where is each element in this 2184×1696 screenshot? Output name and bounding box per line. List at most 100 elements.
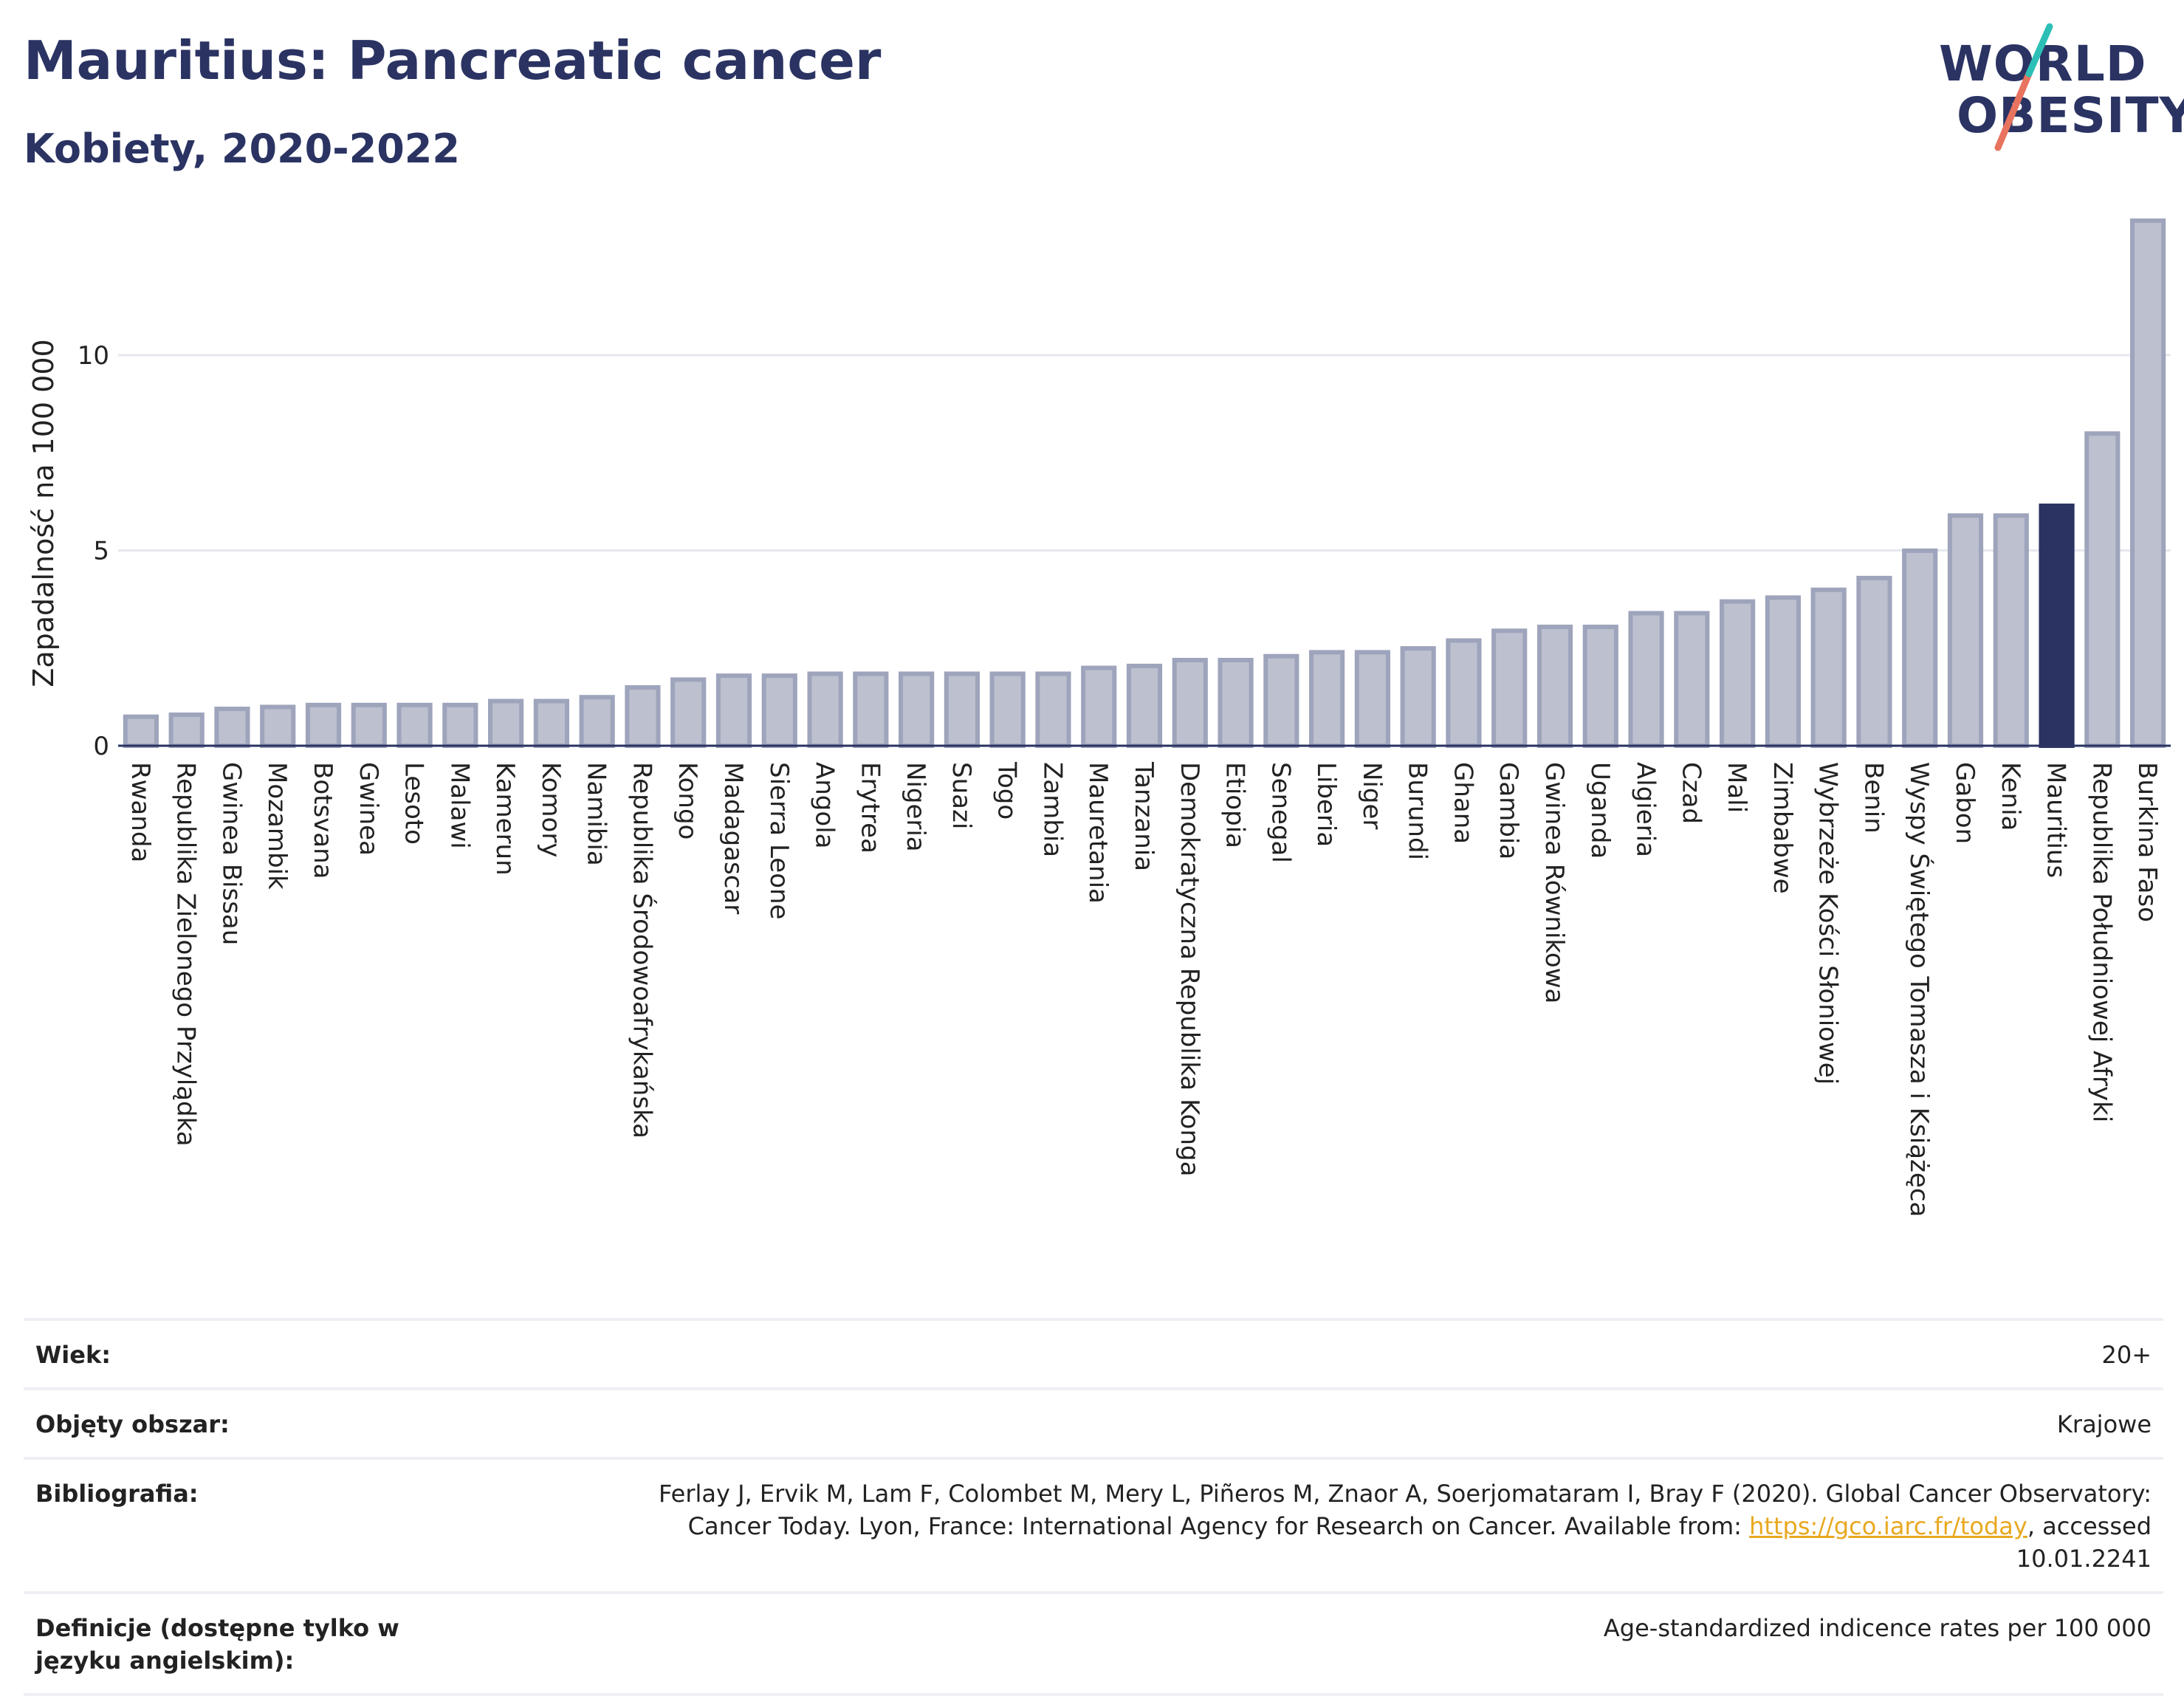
- x-tick-label: Republika Południowej Afryki: [2087, 762, 2116, 1122]
- info-value-age: 20+: [2101, 1341, 2152, 1369]
- x-tick-label: Czad: [1676, 762, 1706, 824]
- bar-rwanda[interactable]: [123, 714, 159, 748]
- bar-suazi[interactable]: [944, 671, 980, 748]
- x-tick-label: Komory: [536, 762, 566, 857]
- x-tick-label: Sierra Leone: [764, 762, 794, 919]
- info-row-age: Wiek: 20+: [24, 1321, 2163, 1390]
- x-tick-label: Uganda: [1585, 762, 1615, 859]
- bar-gwinea-bissau[interactable]: [214, 707, 250, 748]
- bar-togo[interactable]: [989, 671, 1026, 748]
- info-value-definitions: Age-standardized indicence rates per 100…: [1603, 1614, 2152, 1642]
- x-tick-label: Benin: [1858, 762, 1888, 834]
- bar-republika-środowoafrykańska[interactable]: [625, 685, 661, 749]
- x-tick-label: Wybrzeże Kości Słoniowej: [1813, 762, 1843, 1085]
- bar-gabon[interactable]: [1947, 513, 1984, 748]
- bar-lesoto[interactable]: [396, 702, 433, 748]
- info-value-bibliography: Ferlay J, Ervik M, Lam F, Colombet M, Me…: [493, 1477, 2152, 1575]
- bar-ghana[interactable]: [1446, 638, 1482, 748]
- bibliography-text: Ferlay J, Ervik M, Lam F, Colombet M, Me…: [659, 1480, 2152, 1540]
- x-tick-label: Zambia: [1037, 762, 1067, 857]
- x-tick-label: Mali: [1722, 762, 1751, 813]
- info-value-coverage: Krajowe: [2056, 1410, 2152, 1438]
- info-label-coverage: Objęty obszar:: [35, 1410, 230, 1438]
- bar-tanzania[interactable]: [1126, 663, 1163, 748]
- x-tick-label: Gwinea Równikowa: [1539, 762, 1569, 1003]
- bar-wybrzeże-kości-słoniowej[interactable]: [1810, 587, 1847, 748]
- x-tick-label: Niger: [1357, 762, 1387, 829]
- bar-uganda[interactable]: [1582, 625, 1618, 748]
- x-tick-label: Gambia: [1494, 762, 1523, 859]
- bar-mali[interactable]: [1720, 599, 1756, 748]
- bar-malawi[interactable]: [442, 702, 478, 748]
- x-tick-label: Senegal: [1266, 762, 1295, 863]
- logo-slash-icon: [1994, 23, 2053, 151]
- bar-namibia[interactable]: [579, 695, 615, 748]
- x-tick-label: Burkina Faso: [2132, 762, 2162, 922]
- info-label-age: Wiek:: [35, 1341, 111, 1369]
- bibliography-text-end: , accessed 10.01.2241: [2016, 1512, 2152, 1573]
- x-tick-label: Suazi: [947, 762, 976, 829]
- x-tick-label: Algieria: [1631, 762, 1661, 857]
- x-tick-label: Gwinea: [354, 762, 383, 856]
- bar-republika-południowej-afryki[interactable]: [2084, 431, 2121, 749]
- bar-gwinea[interactable]: [351, 702, 387, 748]
- bar-angola[interactable]: [807, 671, 843, 748]
- bar-botsvana[interactable]: [305, 702, 342, 748]
- x-tick-label: Mauritius: [2042, 762, 2071, 878]
- x-tick-label: Namibia: [582, 762, 611, 866]
- bar-czad[interactable]: [1674, 611, 1710, 748]
- x-tick-label: Ghana: [1448, 762, 1477, 844]
- bar-demokratyczna-republika-konga[interactable]: [1172, 657, 1208, 749]
- chart-subtitle: Kobiety, 2020-2022: [24, 126, 460, 172]
- bar-zambia[interactable]: [1035, 671, 1071, 748]
- bar-nigeria[interactable]: [899, 671, 935, 748]
- bar-liberia[interactable]: [1309, 650, 1345, 749]
- info-label-definitions: Definicje (dostępne tylko w języku angie…: [35, 1614, 399, 1675]
- bar-republika-zielonego-przylądka[interactable]: [168, 713, 205, 749]
- bar-burundi[interactable]: [1400, 646, 1436, 749]
- bibliography-link[interactable]: https://gco.iarc.fr/today: [1749, 1512, 2027, 1540]
- x-tick-label: Botsvana: [308, 762, 337, 879]
- bar-kamerun[interactable]: [488, 698, 524, 748]
- x-tick-label: Republika Zielonego Przylądka: [171, 762, 201, 1147]
- bar-mauritius[interactable]: [2039, 504, 2075, 748]
- info-row-definitions: Definicje (dostępne tylko w języku angie…: [24, 1594, 2163, 1696]
- bar-senegal[interactable]: [1263, 653, 1299, 749]
- x-tick-label: Gwinea Bissau: [216, 762, 246, 945]
- bar-komory[interactable]: [533, 698, 569, 748]
- bar-mauretania[interactable]: [1081, 665, 1117, 749]
- x-tick-label: Demokratyczna Republika Konga: [1175, 762, 1204, 1176]
- bar-niger[interactable]: [1354, 650, 1390, 749]
- bar-erytrea[interactable]: [853, 671, 889, 748]
- info-row-coverage: Objęty obszar: Krajowe: [24, 1390, 2163, 1460]
- y-tick-label: 10: [78, 341, 109, 371]
- bar-benin[interactable]: [1856, 575, 1892, 748]
- x-tick-label: Kenia: [1996, 762, 2025, 831]
- x-tick-label: Lesoto: [399, 762, 429, 845]
- bar-algieria[interactable]: [1628, 611, 1664, 748]
- bar-kenia[interactable]: [1993, 513, 2029, 748]
- bar-kongo[interactable]: [670, 677, 707, 749]
- x-tick-label: Kongo: [673, 762, 702, 840]
- world-obesity-logo[interactable]: WORLD OBESITY: [1933, 22, 2184, 155]
- x-tick-label: Kamerun: [490, 762, 520, 876]
- bar-gambia[interactable]: [1491, 628, 1528, 748]
- x-tick-label: Angola: [810, 762, 839, 848]
- bar-wyspy-świętego-tomasza-i-książęca[interactable]: [1902, 548, 1938, 748]
- bar-mozambik[interactable]: [260, 704, 296, 749]
- info-table: Wiek: 20+ Objęty obszar: Krajowe Bibliog…: [24, 1318, 2163, 1696]
- bar-burkina-faso[interactable]: [2130, 218, 2166, 748]
- x-tick-label: Tanzania: [1129, 761, 1158, 871]
- bar-chart: 0 5 10 Zapadalność na 100 000 Rwanda Republik…: [27, 218, 2171, 1217]
- info-label-bibliography: Bibliografia:: [35, 1480, 199, 1508]
- x-tick-label: Liberia: [1311, 762, 1341, 847]
- x-tick-label: Zimbabwe: [1768, 762, 1797, 894]
- bar-gwinea-równikowa[interactable]: [1536, 625, 1573, 748]
- x-tick-label: Gabon: [1950, 762, 1979, 844]
- bar-etiopia[interactable]: [1218, 657, 1254, 749]
- chart-title: Mauritius: Pancreatic cancer: [24, 30, 882, 92]
- bar-sierra-leone[interactable]: [761, 673, 797, 749]
- bar-madagascar[interactable]: [715, 673, 752, 749]
- bar-zimbabwe[interactable]: [1765, 595, 1801, 748]
- y-tick-label: 0: [93, 732, 109, 761]
